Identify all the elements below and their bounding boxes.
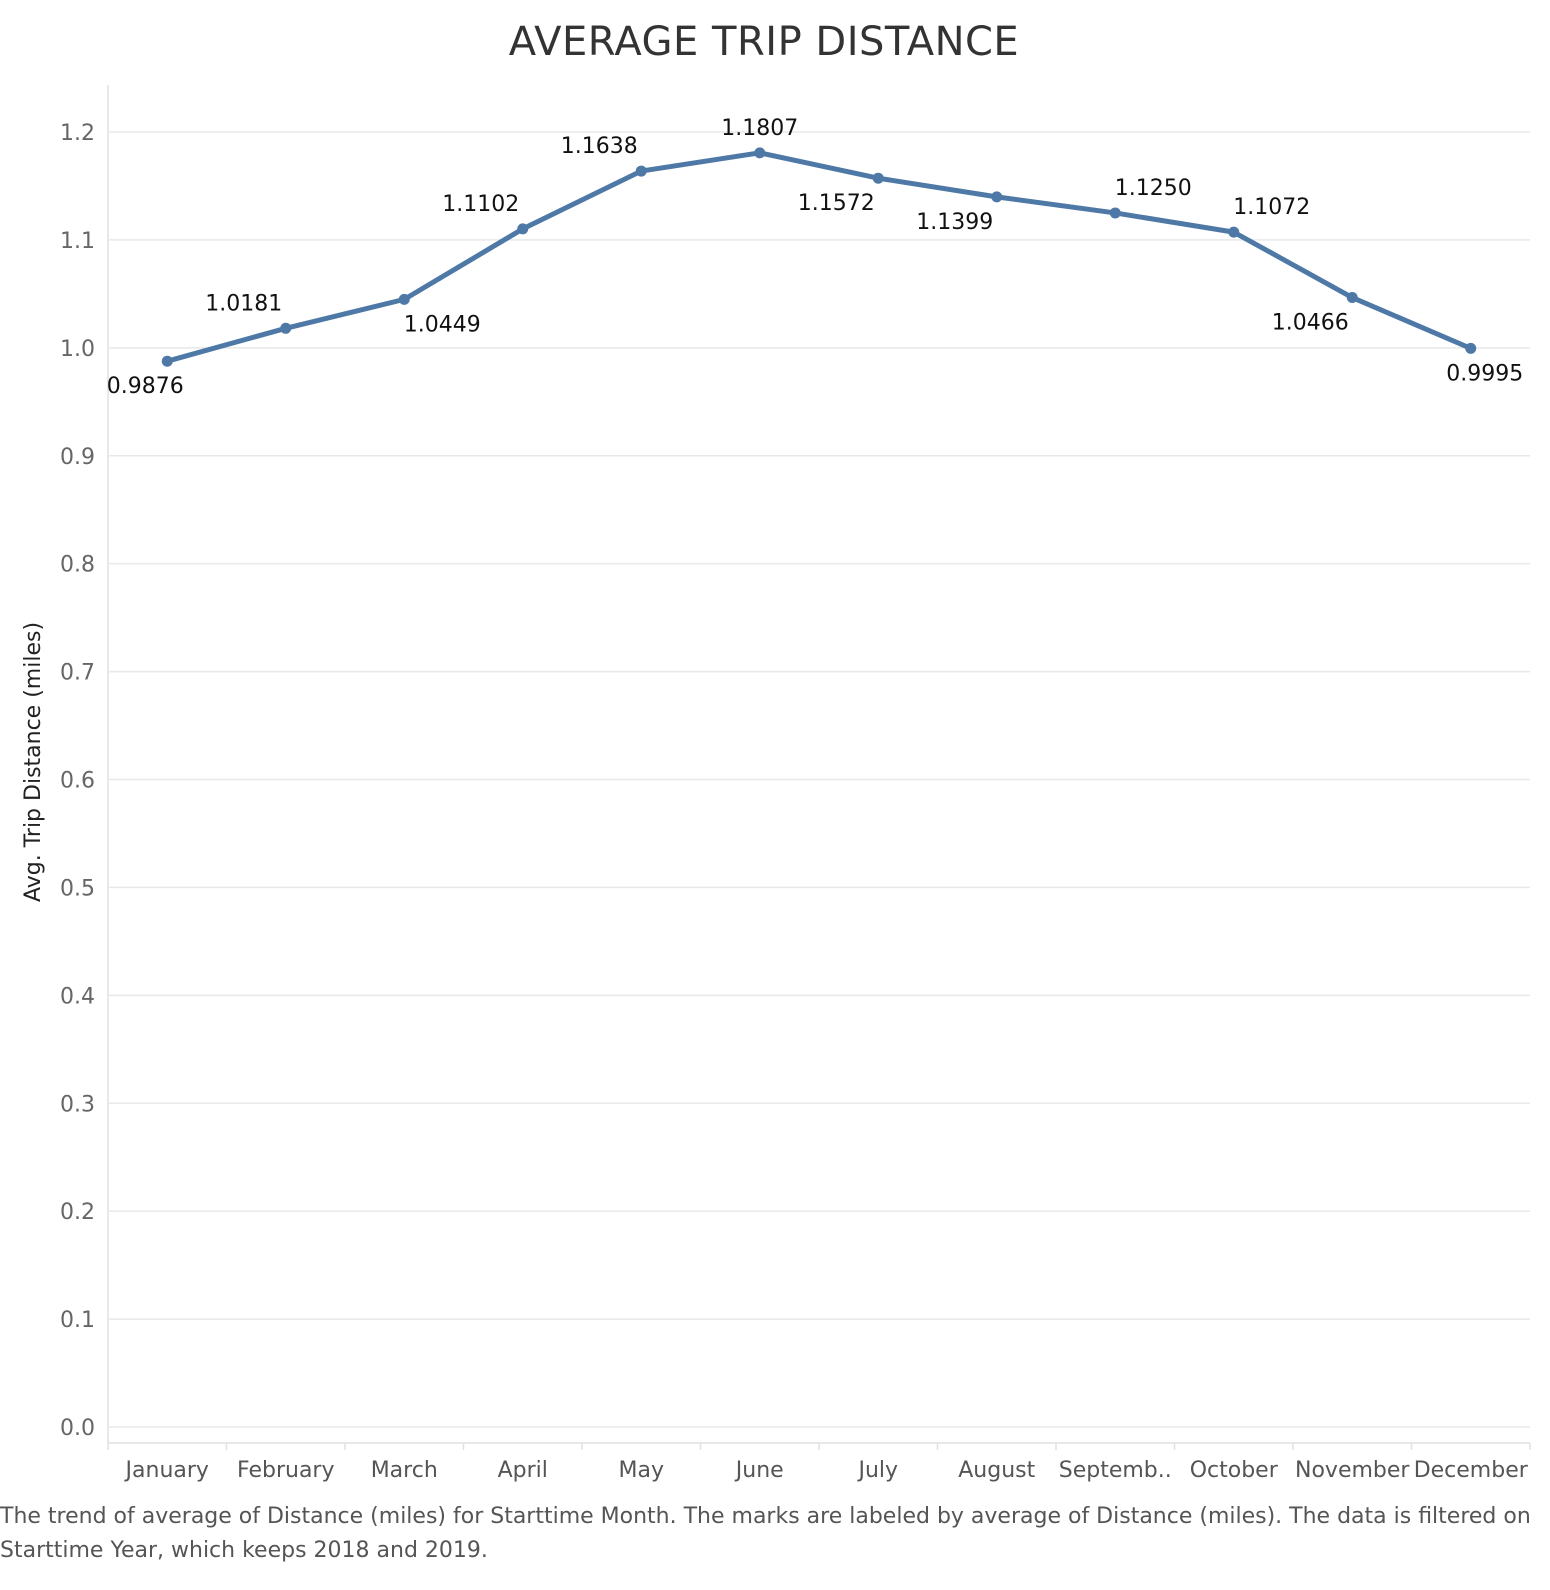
data-point bbox=[280, 322, 292, 334]
data-points bbox=[161, 147, 1477, 367]
data-label: 1.0449 bbox=[404, 312, 481, 337]
data-label: 1.1399 bbox=[916, 210, 993, 235]
x-tick-label: Septemb.. bbox=[1059, 1458, 1172, 1483]
data-labels: 0.9876 1.0181 1.0449 1.1102 1.1638 1.1807 1.15… bbox=[107, 116, 1523, 399]
data-point bbox=[1465, 342, 1477, 354]
data-point bbox=[161, 355, 173, 367]
chart-title: AVERAGE TRIP DISTANCE bbox=[509, 19, 1019, 65]
x-tick-label: November bbox=[1295, 1458, 1410, 1483]
x-tick-label: August bbox=[958, 1458, 1035, 1483]
data-point bbox=[398, 293, 410, 305]
x-tick-label: March bbox=[371, 1458, 438, 1483]
y-tick-label: 0.8 bbox=[60, 553, 95, 578]
data-point bbox=[1228, 226, 1240, 238]
y-tick-label: 0.6 bbox=[60, 769, 95, 794]
y-tick-label: 0.0 bbox=[60, 1416, 95, 1441]
series-line bbox=[164, 150, 1474, 364]
y-axis-label: Avg. Trip Distance (miles) bbox=[21, 622, 46, 902]
data-label: 1.0466 bbox=[1272, 311, 1349, 336]
y-tick-label: 1.2 bbox=[60, 121, 95, 146]
x-tick-label: February bbox=[237, 1458, 335, 1483]
x-tick-label: May bbox=[619, 1458, 664, 1483]
line-chart: AVERAGE TRIP DISTANCE Avg. Trip Distance… bbox=[21, 19, 1531, 1483]
data-label: 1.1250 bbox=[1115, 176, 1192, 201]
y-tick-label: 1.1 bbox=[60, 229, 95, 254]
y-tick-label: 0.3 bbox=[60, 1092, 95, 1117]
x-tick-label: January bbox=[124, 1458, 209, 1483]
x-axis-ticks: January February March April May June July Augu… bbox=[124, 1458, 1529, 1483]
data-label: 1.1572 bbox=[798, 191, 875, 216]
data-label: 1.1638 bbox=[561, 134, 638, 159]
series-line-layer bbox=[164, 150, 1474, 364]
gridlines bbox=[107, 85, 1531, 1450]
x-tick-label: June bbox=[734, 1458, 784, 1483]
y-tick-label: 0.2 bbox=[60, 1200, 95, 1225]
y-tick-label: 0.1 bbox=[60, 1308, 95, 1333]
x-tick-label: December bbox=[1414, 1458, 1529, 1483]
y-tick-label: 0.4 bbox=[60, 984, 95, 1009]
data-label: 0.9995 bbox=[1446, 361, 1523, 386]
x-tick-label: July bbox=[856, 1458, 898, 1483]
data-label: 1.1072 bbox=[1233, 195, 1310, 220]
data-label: 1.1102 bbox=[442, 192, 519, 217]
y-axis-ticks: 0.0 0.1 0.2 0.3 0.4 0.5 0.6 0.7 0.8 0.9 1.0 1.1 1.2 bbox=[60, 121, 95, 1441]
data-point bbox=[635, 165, 647, 177]
y-tick-label: 1.0 bbox=[60, 337, 95, 362]
data-point bbox=[1346, 292, 1358, 304]
data-point bbox=[754, 147, 766, 159]
data-label: 1.1807 bbox=[721, 116, 798, 141]
data-point bbox=[872, 172, 884, 184]
data-point bbox=[1109, 207, 1121, 219]
data-label: 0.9876 bbox=[107, 374, 184, 399]
chart-caption: The trend of average of Distance (miles)… bbox=[0, 1504, 1531, 1563]
y-tick-label: 0.7 bbox=[60, 661, 95, 686]
data-label: 1.0181 bbox=[205, 291, 282, 316]
data-point bbox=[991, 191, 1003, 203]
data-point bbox=[517, 223, 529, 235]
y-tick-label: 0.9 bbox=[60, 445, 95, 470]
x-tick-label: October bbox=[1190, 1458, 1279, 1483]
x-tick-label: April bbox=[498, 1458, 548, 1483]
y-tick-label: 0.5 bbox=[60, 876, 95, 901]
